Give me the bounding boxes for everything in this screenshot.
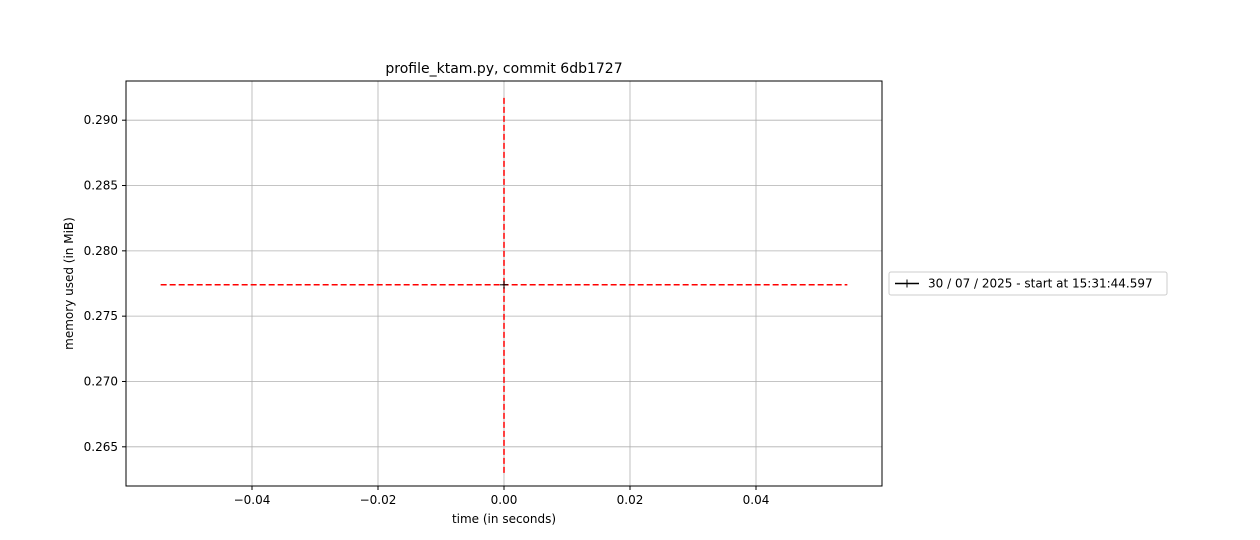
y-tick-label: 0.280 <box>84 244 118 258</box>
x-tick-label: 0.00 <box>491 493 518 507</box>
x-tick-label: 0.02 <box>617 493 644 507</box>
y-axis-ticks: 0.265 0.270 0.275 0.280 0.285 0.290 <box>84 113 126 454</box>
x-axis-label: time (in seconds) <box>452 512 556 526</box>
data-point <box>500 280 508 289</box>
legend-label: 30 / 07 / 2025 - start at 15:31:44.597 <box>928 277 1153 291</box>
y-tick-label: 0.270 <box>84 374 118 388</box>
legend: 30 / 07 / 2025 - start at 15:31:44.597 <box>888 271 1168 296</box>
y-tick-label: 0.285 <box>84 179 118 193</box>
y-tick-label: 0.290 <box>84 113 118 127</box>
x-tick-label: 0.04 <box>743 493 770 507</box>
chart-title: profile_ktam.py, commit 6db1727 <box>385 61 622 77</box>
y-axis-label: memory used (in MiB) <box>62 217 76 350</box>
legend-box <box>888 271 1168 296</box>
x-tick-label: −0.04 <box>234 493 271 507</box>
x-tick-label: −0.02 <box>360 493 397 507</box>
legend-marker-icon <box>895 279 919 288</box>
x-axis-ticks: −0.04 −0.02 0.00 0.02 0.04 <box>234 486 770 507</box>
y-tick-label: 0.265 <box>84 440 118 454</box>
y-tick-label: 0.275 <box>84 309 118 323</box>
data-points <box>500 280 508 289</box>
